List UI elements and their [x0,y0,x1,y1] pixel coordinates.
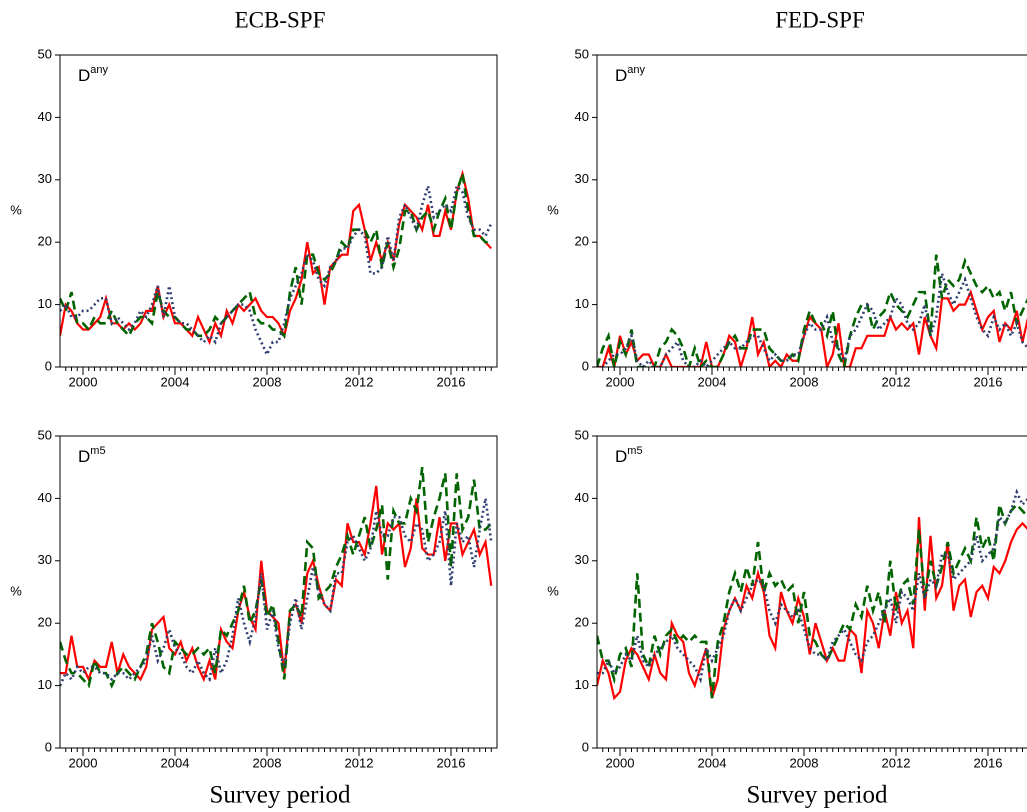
x-axis-label: Survey period [747,782,888,809]
x-tick-label: 2016 [974,374,1003,389]
y-tick-label: 50 [575,46,589,61]
series-line [597,502,1027,699]
y-tick-label: 40 [575,109,589,124]
y-tick-label: 30 [38,171,52,186]
x-tick-label: 2008 [790,755,819,770]
x-tick-label: 2008 [790,374,819,389]
y-tick-label: 30 [38,552,52,567]
y-tick-label: 10 [575,677,589,692]
y-tick-label: 30 [575,552,589,567]
series-line [597,289,1027,367]
series-line [597,254,1027,367]
y-tick-label: 40 [38,109,52,124]
y-tick-label: 50 [575,427,589,442]
y-tick-label: 50 [38,427,52,442]
y-tick-label: 10 [38,677,52,692]
x-tick-label: 2016 [437,755,466,770]
series-line [597,488,1027,684]
panel-label: Dany [615,64,646,86]
panel: 0 10 20 30 40 50 2000 2004 2008 2012 2016% Dm5 Surve… [10,427,498,809]
x-tick-label: 2012 [882,755,911,770]
panel-label-sup: any [90,64,108,76]
panel-label: Dany [78,64,109,86]
series-line [60,173,492,339]
panel-label-main: D [615,447,627,466]
y-axis-label: % [10,202,22,217]
y-tick-label: 0 [45,739,52,754]
y-axis-label: % [547,202,559,217]
x-axis-label: Survey period [210,782,351,809]
plot-frame [59,435,498,749]
panel-label-main: D [78,66,90,85]
x-tick-label: 2004 [698,374,727,389]
x-tick-label: 2016 [437,374,466,389]
x-tick-label: 2012 [345,374,374,389]
x-tick-label: 2012 [882,374,911,389]
panel: 0 10 20 30 40 50 2000 2004 2008 2012 2016% Dm5 Surve… [547,427,1027,809]
y-tick-label: 0 [582,739,589,754]
series-line [60,183,493,358]
series-line [60,485,493,683]
x-tick-label: 2008 [253,374,282,389]
x-tick-label: 2008 [253,755,282,770]
plot-frame [596,435,1027,749]
y-tick-label: 20 [575,234,589,249]
panel: 0 10 20 30 40 50 2000 2004 2008 2012 2016% Dany FED-… [547,7,1027,389]
chart-title: FED-SPF [775,7,864,32]
x-tick-label: 2012 [345,755,374,770]
y-tick-label: 10 [575,296,589,311]
x-tick-label: 2000 [69,374,98,389]
x-tick-label: 2016 [974,755,1003,770]
y-tick-label: 30 [575,171,589,186]
y-tick-label: 20 [575,615,589,630]
x-tick-label: 2000 [69,755,98,770]
y-tick-label: 20 [38,615,52,630]
y-tick-label: 50 [38,46,52,61]
panel-label-sup: m5 [90,445,105,457]
series-line [60,169,493,346]
series-line [597,517,1027,701]
panel-label: Dm5 [78,445,106,467]
chart-title: ECB-SPF [235,7,326,32]
series-line [597,273,1027,367]
y-tick-label: 20 [38,234,52,249]
plot-frame [59,54,498,368]
panel-label-main: D [78,447,90,466]
x-tick-label: 2004 [698,755,727,770]
panel-label: Dm5 [615,445,643,467]
panel-label-sup: m5 [627,445,642,457]
y-tick-label: 40 [575,490,589,505]
x-tick-label: 2004 [161,374,190,389]
y-tick-label: 10 [38,296,52,311]
x-tick-label: 2000 [606,374,635,389]
panel-label-sup: any [627,64,645,76]
panel: 0 10 20 30 40 50 2000 2004 2008 2012 2016% Dany ECB-… [10,7,498,389]
y-tick-label: 0 [582,358,589,373]
panel-label-main: D [615,66,627,85]
series-line [60,467,493,689]
y-tick-label: 0 [45,358,52,373]
x-tick-label: 2000 [606,755,635,770]
y-axis-label: % [10,583,22,598]
y-tick-label: 40 [38,490,52,505]
x-tick-label: 2004 [161,755,190,770]
y-axis-label: % [547,583,559,598]
